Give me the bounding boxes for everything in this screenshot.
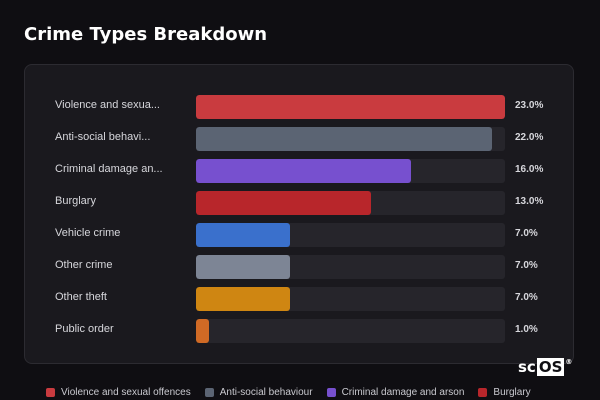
- value-label: 13.0%: [515, 196, 544, 207]
- legend-item: Violence and sexual offences: [46, 387, 191, 398]
- value-label: 7.0%: [515, 260, 538, 271]
- brand-prefix: sc: [518, 358, 536, 376]
- bar: [196, 127, 492, 151]
- category-label: Violence and sexua...: [55, 99, 160, 111]
- category-label: Criminal damage an...: [55, 163, 163, 175]
- value-label: 22.0%: [515, 132, 544, 143]
- legend-item: Criminal damage and arson: [326, 387, 465, 398]
- brand-boxed: OS: [536, 358, 565, 376]
- bar-row: Other crime 7.0%: [25, 255, 573, 279]
- value-label: 7.0%: [515, 292, 538, 303]
- bar: [196, 255, 291, 279]
- brand-mark: ®: [565, 358, 573, 366]
- bar-row: Anti-social behavi... 22.0%: [25, 127, 573, 151]
- value-label: 23.0%: [515, 100, 544, 111]
- legend-label: Burglary: [493, 387, 531, 398]
- bar: [196, 287, 291, 311]
- bar: [196, 159, 411, 183]
- category-label: Other theft: [55, 291, 107, 303]
- legend-item: Anti-social behaviour: [204, 387, 313, 398]
- legend-swatch: [204, 388, 214, 397]
- bar-row: Vehicle crime 7.0%: [25, 223, 573, 247]
- category-label: Other crime: [55, 259, 113, 271]
- brand-logo: sc OS ®: [518, 358, 572, 376]
- category-label: Public order: [55, 323, 114, 335]
- value-label: 1.0%: [515, 324, 538, 335]
- bar: [196, 223, 291, 247]
- bar-track: [196, 255, 505, 279]
- category-label: Anti-social behavi...: [55, 131, 151, 143]
- chart-title: Crime Types Breakdown: [24, 24, 268, 45]
- bar: [196, 319, 210, 343]
- legend-label: Violence and sexual offences: [61, 387, 191, 398]
- value-label: 7.0%: [515, 228, 538, 239]
- bar-track: [196, 287, 505, 311]
- legend-label: Anti-social behaviour: [219, 387, 313, 398]
- bar-row: Other theft 7.0%: [25, 287, 573, 311]
- bar-track: [196, 223, 505, 247]
- bar-row: Criminal damage an... 16.0%: [25, 159, 573, 183]
- bar: [196, 95, 505, 119]
- legend-label: Criminal damage and arson: [341, 387, 465, 398]
- bar-row: Violence and sexua... 23.0%: [25, 95, 573, 119]
- bar-track: [196, 95, 505, 119]
- legend-swatch: [326, 388, 336, 397]
- legend-swatch: [478, 388, 488, 397]
- legend-item: Burglary: [478, 387, 531, 398]
- category-label: Burglary: [55, 195, 96, 207]
- bar-track: [196, 127, 505, 151]
- chart-panel: Violence and sexua... 23.0% Anti-social be…: [24, 64, 574, 364]
- bar-track: [196, 159, 505, 183]
- bar: [196, 191, 371, 215]
- category-label: Vehicle crime: [55, 227, 121, 239]
- bar-track: [196, 319, 505, 343]
- value-label: 16.0%: [515, 164, 544, 175]
- legend-swatch: [46, 388, 55, 397]
- bar-row: Public order 1.0%: [25, 319, 573, 343]
- chart-legend: Violence and sexual offences Anti-social …: [46, 387, 531, 398]
- bar-row: Burglary 13.0%: [25, 191, 573, 215]
- bar-track: [196, 191, 505, 215]
